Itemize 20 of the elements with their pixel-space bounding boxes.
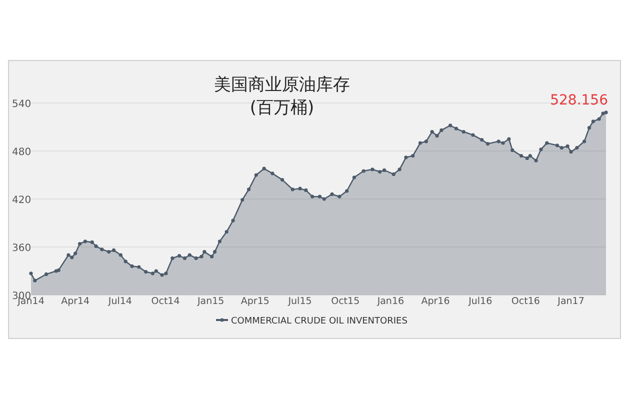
x-tick-label: Jul16 xyxy=(468,296,492,307)
x-tick-label: Oct16 xyxy=(511,296,540,307)
y-tick-label: 540 xyxy=(12,99,32,110)
chart-title: 美国商业原油库存 xyxy=(214,75,350,95)
x-tick-label: Apr15 xyxy=(240,296,270,307)
x-tick-label: Oct15 xyxy=(331,296,360,307)
chart-subtitle: (百万桶) xyxy=(250,98,314,118)
x-tick-label: Jul14 xyxy=(107,296,132,307)
y-tick-label: 360 xyxy=(12,243,32,254)
y-tick-label: 420 xyxy=(12,195,32,206)
x-tick-label: Jul15 xyxy=(287,296,312,307)
x-tick-label: Apr14 xyxy=(61,296,90,307)
x-tick-label: Apr16 xyxy=(421,296,450,307)
x-tick-label: Oct14 xyxy=(151,296,180,307)
y-tick-label: 480 xyxy=(12,147,32,158)
data-label: 528.156 xyxy=(550,92,608,108)
x-tick-label: Jan15 xyxy=(196,296,224,307)
x-tick-label: Jan17 xyxy=(556,296,584,307)
x-tick-label: Jan16 xyxy=(376,296,404,307)
legend: COMMERCIAL CRUDE OIL INVENTORIES xyxy=(216,316,408,326)
